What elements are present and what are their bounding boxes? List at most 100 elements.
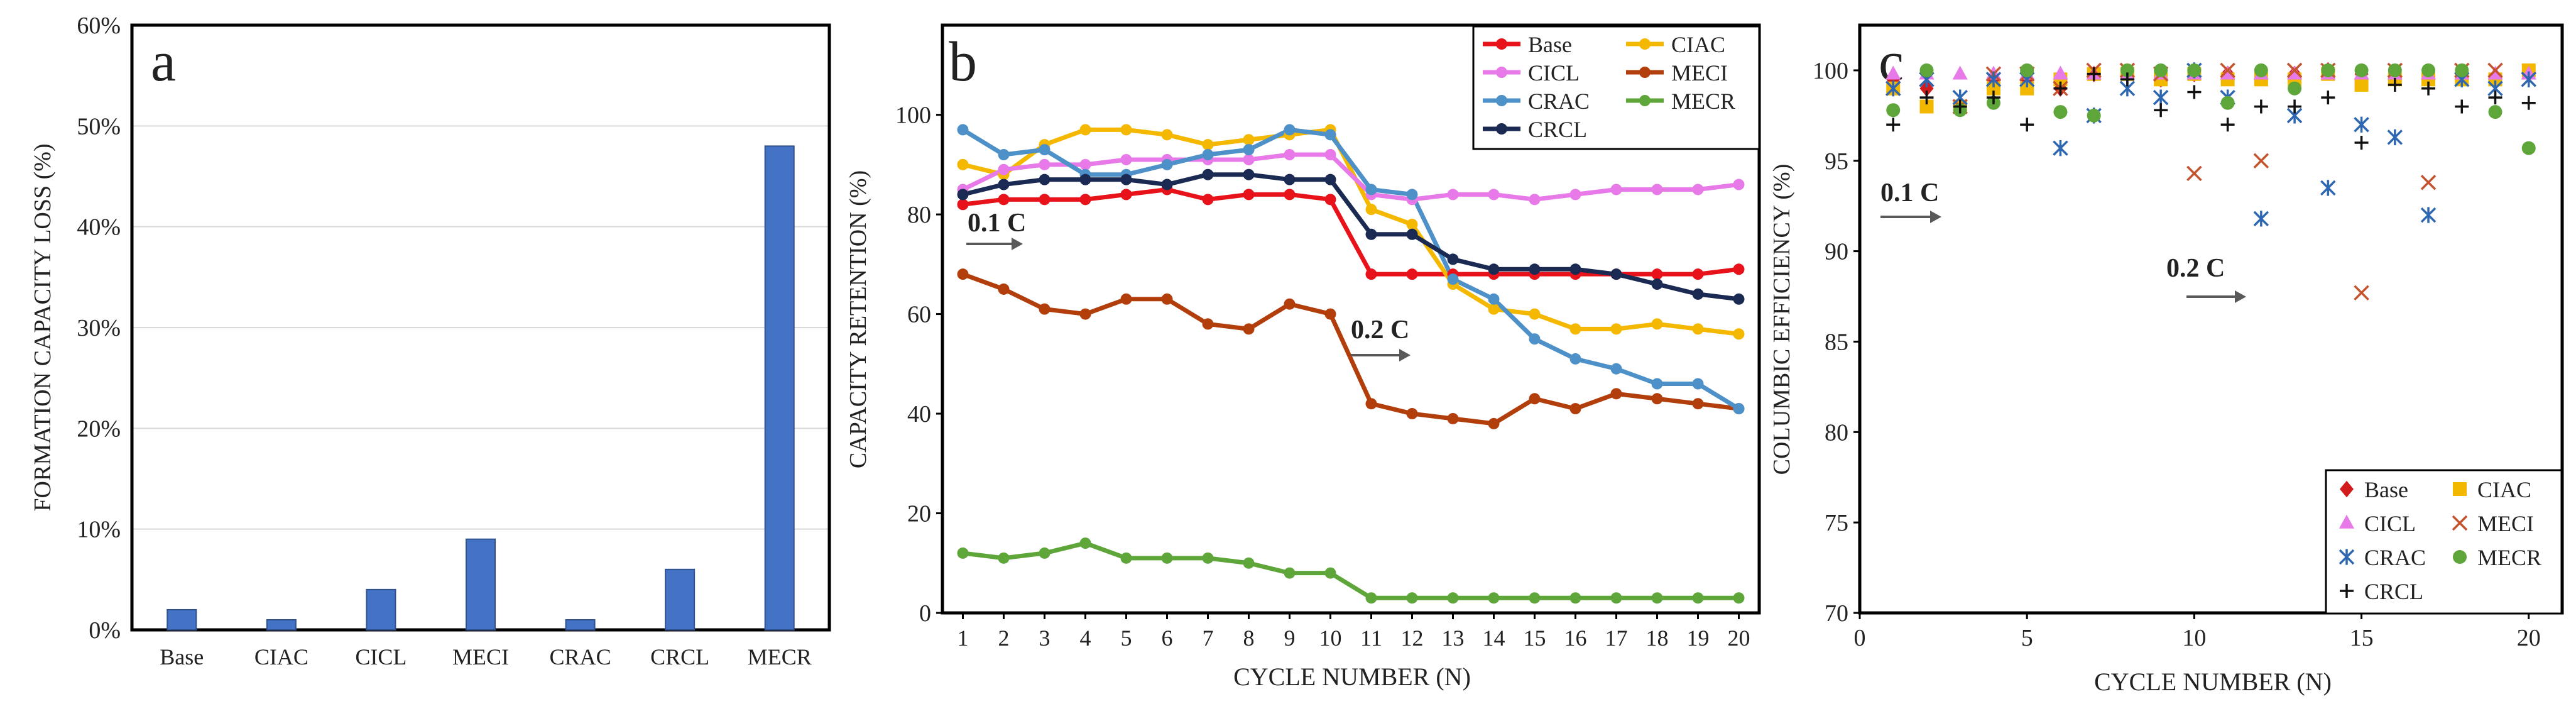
point-mecr	[2388, 63, 2402, 77]
point-cicl	[1447, 189, 1459, 201]
legend-swatch-dot	[1496, 123, 1507, 135]
point-cicl-shape	[1886, 65, 1901, 80]
point-crcl	[2488, 91, 2502, 105]
point-ciac	[2020, 81, 2034, 96]
panel-b-x-tick-label: 19	[1687, 625, 1710, 651]
legend-swatch-dot	[1639, 67, 1651, 78]
panel-c-y-axis-label: COLUMBIC EFFICIENCY (%)	[1769, 164, 1795, 475]
point-crac	[1161, 158, 1173, 170]
point-meci	[1079, 308, 1091, 320]
point-base	[1202, 194, 1214, 206]
legend-entry-mecr: MECR	[1626, 89, 1735, 114]
point-cicl	[1488, 189, 1500, 201]
point-crac	[1284, 124, 1296, 136]
point-meci	[2253, 153, 2269, 169]
point-crcl	[1733, 293, 1745, 305]
panel-c-legend-box	[2325, 469, 2563, 615]
point-crcl	[1919, 91, 1934, 105]
legend-entry-cicl: CICL	[1483, 60, 1580, 85]
point-meci	[957, 268, 969, 280]
point-meci	[1569, 403, 1581, 415]
point-crac	[2320, 180, 2336, 196]
point-crcl	[1120, 173, 1132, 185]
point-crac	[1202, 149, 1214, 161]
point-crac	[2153, 89, 2169, 106]
panel-a: a FORMATION CAPACITY LOSS (%) 0% 10% 20% 30…	[30, 13, 831, 669]
panel-c-y-tick-label: 80	[1825, 419, 1848, 446]
point-base	[957, 199, 969, 211]
point-base	[1120, 189, 1132, 201]
point-cicl	[1569, 189, 1581, 201]
point-mecr	[2220, 96, 2235, 110]
panel-c-y-tick-label: 75	[1825, 510, 1848, 536]
point-meci	[1365, 398, 1377, 410]
point-mecr-shape	[2087, 108, 2101, 123]
point-mecr	[1039, 547, 1051, 559]
legend-entry-meci: MECI	[1626, 60, 1728, 85]
panel-c-arrowhead-02c	[2235, 290, 2246, 303]
point-crcl	[1202, 168, 1214, 180]
point-ciac-shape	[2020, 81, 2034, 96]
point-mecr	[2020, 63, 2034, 77]
panel-b-label: b	[949, 31, 977, 93]
point-crcl	[1079, 173, 1091, 185]
point-meci	[2220, 62, 2235, 79]
panel-b-frame	[941, 23, 1761, 615]
point-cicl-shape	[1952, 65, 1968, 80]
point-meci	[1284, 298, 1296, 310]
point-crac	[1365, 184, 1377, 196]
point-crac	[1569, 353, 1581, 365]
panel-c: c COLUMBIC EFFICIENCY (%) CYCLE NUMBER (…	[1769, 23, 2564, 696]
point-meci	[1488, 417, 1500, 429]
panel-a-gridlines	[132, 125, 829, 530]
point-crac	[1039, 144, 1051, 156]
point-meci	[998, 283, 1010, 295]
panel-b-arrowhead-02c	[1399, 349, 1411, 361]
panel-c-x-tick-label: 0	[1854, 625, 1866, 651]
legend-label: MECR	[1671, 89, 1735, 114]
panel-c-legend-entries: Base CIAC CICL MECI CRAC MECR CRCL	[2339, 477, 2541, 604]
point-cicl	[1120, 153, 1132, 165]
point-meci	[2487, 62, 2503, 79]
point-crcl	[1692, 288, 1704, 300]
point-cicl	[2220, 65, 2235, 80]
point-meci	[1202, 318, 1214, 330]
panel-b-x-tick-label: 14	[1483, 625, 1505, 651]
point-mecr	[1161, 552, 1173, 564]
point-mecr	[1406, 592, 1418, 604]
point-meci-stroke-2	[2286, 62, 2303, 79]
point-ciac	[1986, 81, 2000, 96]
point-mecr	[1610, 592, 1622, 604]
point-mecr	[2154, 63, 2168, 77]
point-mecr-shape	[2321, 63, 2335, 77]
legend-swatch-dot	[1496, 38, 1507, 50]
panel-c-y-ticks: 70 75 80 85 90 95 100	[1813, 58, 1860, 627]
point-mecr	[1365, 592, 1377, 604]
point-mecr-shape	[2220, 96, 2235, 110]
point-meci	[1120, 293, 1132, 305]
panel-a-x-tick-label: CRCL	[650, 644, 709, 669]
panel-b-x-tick-label: 7	[1203, 625, 1214, 651]
point-mecr	[1692, 592, 1704, 604]
point-crcl	[998, 179, 1010, 190]
point-base	[1733, 263, 1745, 275]
point-crac	[1985, 71, 2002, 87]
point-base	[1692, 268, 1704, 280]
panel-b-x-tick-label: 16	[1564, 625, 1587, 651]
panel-b-series-points	[957, 124, 1745, 604]
panel-a-x-tick-label: MECR	[748, 644, 812, 669]
point-mecr	[1919, 63, 1934, 77]
legend-label: CIAC	[1671, 32, 1725, 57]
point-base	[1365, 268, 1377, 280]
point-crcl	[2120, 72, 2134, 87]
point-crcl	[1953, 99, 1967, 114]
point-cicl	[1529, 194, 1541, 206]
legend-label: CRCL	[2364, 579, 2423, 604]
panel-b-legend-entries: Base CIAC CICL MECI CRAC MECR CRCL	[1483, 32, 1735, 142]
legend-label: MECI	[1671, 60, 1728, 85]
point-cicl	[1039, 158, 1051, 170]
point-meci	[1529, 393, 1541, 405]
point-meci-stroke-2	[2186, 165, 2202, 182]
legend-swatch-dot	[1639, 38, 1651, 50]
point-crac	[2253, 211, 2269, 227]
